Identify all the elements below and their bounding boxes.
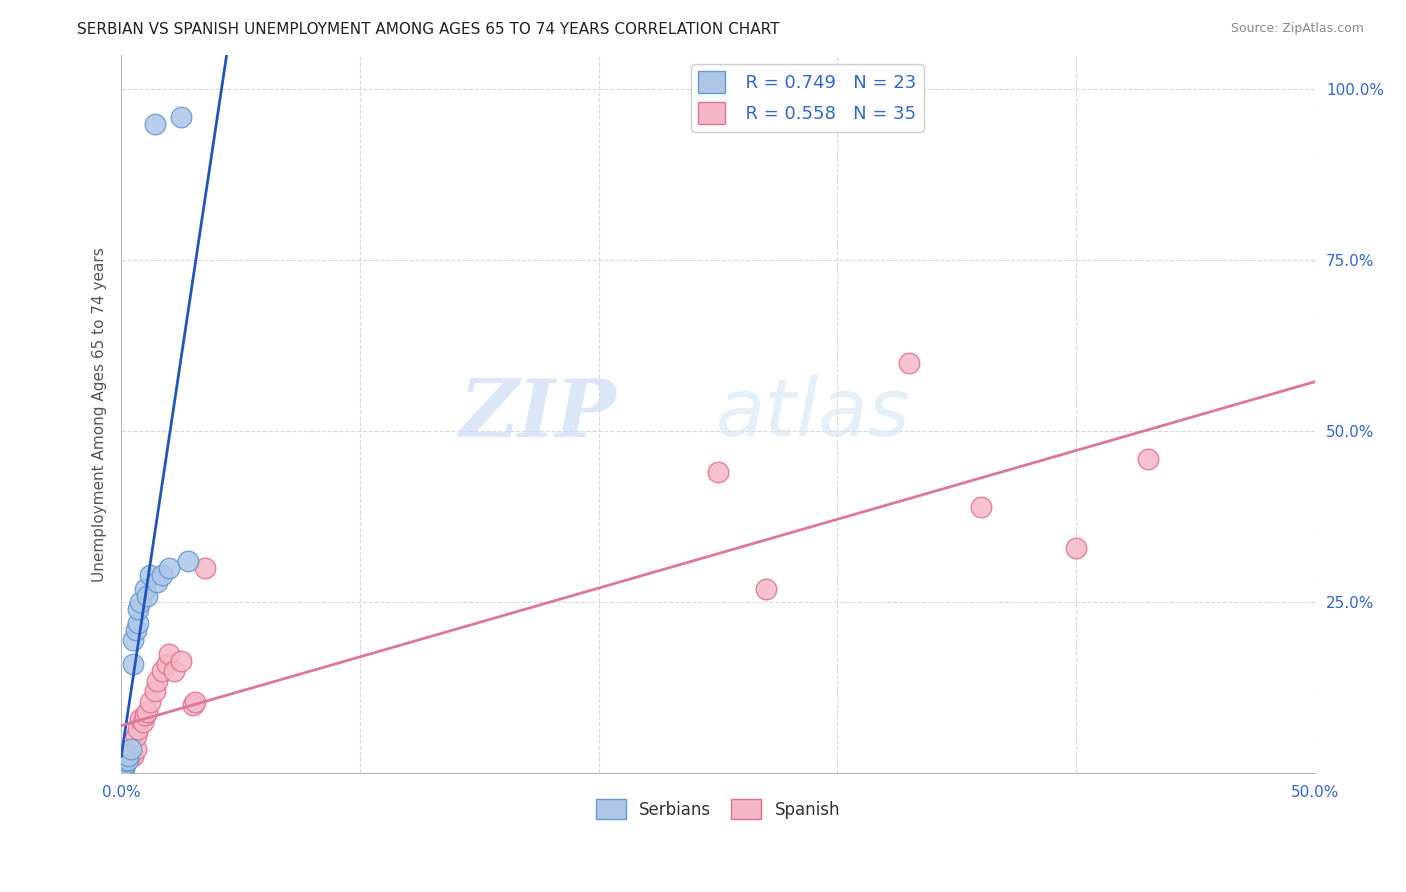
Point — [1064, 541, 1087, 555]
Point — [194, 561, 217, 575]
Point — [146, 674, 169, 689]
Point — [120, 749, 142, 764]
Point — [134, 582, 156, 596]
Point — [115, 754, 138, 768]
Point — [163, 664, 186, 678]
Point — [120, 742, 142, 756]
Point — [110, 764, 132, 778]
Point — [120, 746, 142, 760]
Point — [136, 589, 159, 603]
Point — [124, 729, 146, 743]
Point — [177, 554, 200, 568]
Point — [127, 602, 149, 616]
Point — [112, 756, 135, 771]
Point — [117, 753, 139, 767]
Text: ZIP: ZIP — [460, 376, 617, 453]
Point — [122, 633, 145, 648]
Point — [157, 561, 180, 575]
Point — [110, 763, 132, 777]
Point — [707, 466, 730, 480]
Point — [150, 664, 173, 678]
Point — [155, 657, 177, 671]
Point — [134, 708, 156, 723]
Point — [112, 761, 135, 775]
Point — [115, 753, 138, 767]
Y-axis label: Unemployment Among Ages 65 to 74 years: Unemployment Among Ages 65 to 74 years — [93, 247, 107, 582]
Text: Source: ZipAtlas.com: Source: ZipAtlas.com — [1230, 22, 1364, 36]
Point — [184, 695, 207, 709]
Point — [131, 715, 153, 730]
Point — [170, 654, 193, 668]
Text: SERBIAN VS SPANISH UNEMPLOYMENT AMONG AGES 65 TO 74 YEARS CORRELATION CHART: SERBIAN VS SPANISH UNEMPLOYMENT AMONG AG… — [77, 22, 780, 37]
Point — [157, 647, 180, 661]
Point — [122, 657, 145, 671]
Point — [117, 749, 139, 764]
Point — [112, 759, 135, 773]
Text: atlas: atlas — [716, 376, 911, 453]
Point — [110, 765, 132, 780]
Point — [1136, 451, 1159, 466]
Point — [170, 110, 193, 124]
Point — [127, 615, 149, 630]
Point — [115, 754, 138, 768]
Point — [143, 684, 166, 698]
Point — [898, 356, 921, 370]
Point — [110, 761, 132, 775]
Point — [129, 712, 152, 726]
Point — [139, 568, 162, 582]
Point — [129, 595, 152, 609]
Point — [139, 695, 162, 709]
Point — [124, 623, 146, 637]
Point — [127, 722, 149, 736]
Point — [122, 749, 145, 764]
Point — [110, 765, 132, 780]
Legend: Serbians, Spanish: Serbians, Spanish — [589, 792, 846, 826]
Point — [136, 705, 159, 719]
Point — [755, 582, 778, 596]
Point — [181, 698, 204, 712]
Point — [143, 117, 166, 131]
Point — [112, 758, 135, 772]
Point — [150, 568, 173, 582]
Point — [146, 574, 169, 589]
Point — [969, 500, 991, 514]
Point — [117, 751, 139, 765]
Point — [124, 742, 146, 756]
